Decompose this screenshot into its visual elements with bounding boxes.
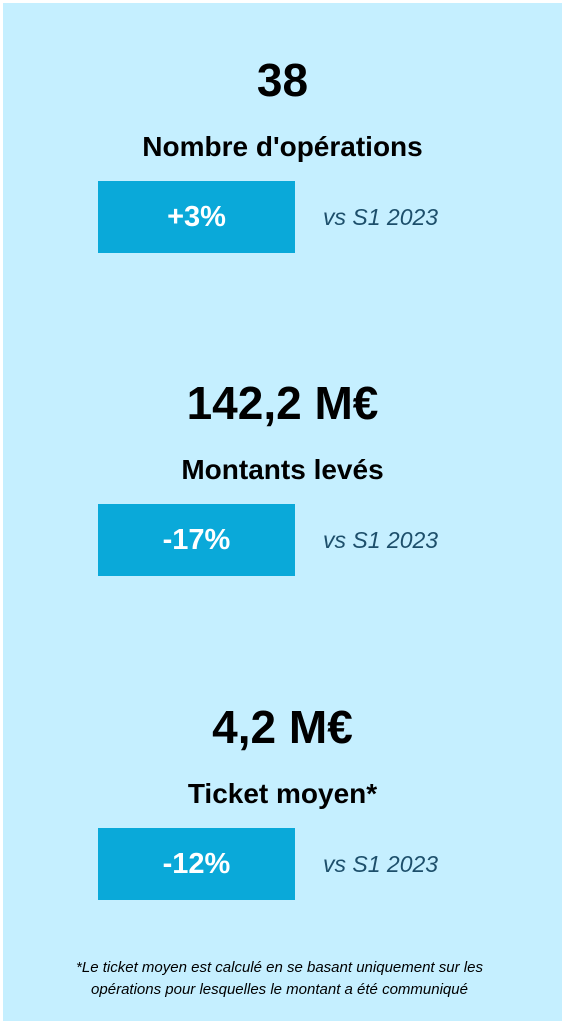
comparison: vs S1 2023 bbox=[323, 527, 439, 553]
kpi-value: 4,2 M€ bbox=[212, 701, 353, 753]
change-badge: +3% bbox=[98, 181, 295, 253]
comparison: vs S1 2023 bbox=[323, 204, 439, 230]
kpi-value: 142,2 M€ bbox=[186, 377, 379, 429]
footnote-line: *Le ticket moyen est calculé en se basan… bbox=[76, 959, 483, 976]
kpi-value: 38 bbox=[256, 54, 309, 106]
footnote-line: opérations pour lesquelles le montant a … bbox=[91, 981, 468, 998]
comparison: vs S1 2023 bbox=[323, 851, 439, 877]
footnote: *Le ticket moyen est calculé en se basan… bbox=[0, 957, 559, 1001]
change-badge: -12% bbox=[98, 828, 295, 900]
change-badge: -17% bbox=[98, 504, 295, 576]
kpi-label: Ticket moyen* bbox=[187, 778, 378, 809]
kpi-label: Montants levés bbox=[181, 454, 384, 485]
panel: 38 Nombre d'opérations +3% vs S1 2023 142,2 … bbox=[3, 3, 562, 1021]
kpi-label: Nombre d'opérations bbox=[142, 131, 423, 162]
